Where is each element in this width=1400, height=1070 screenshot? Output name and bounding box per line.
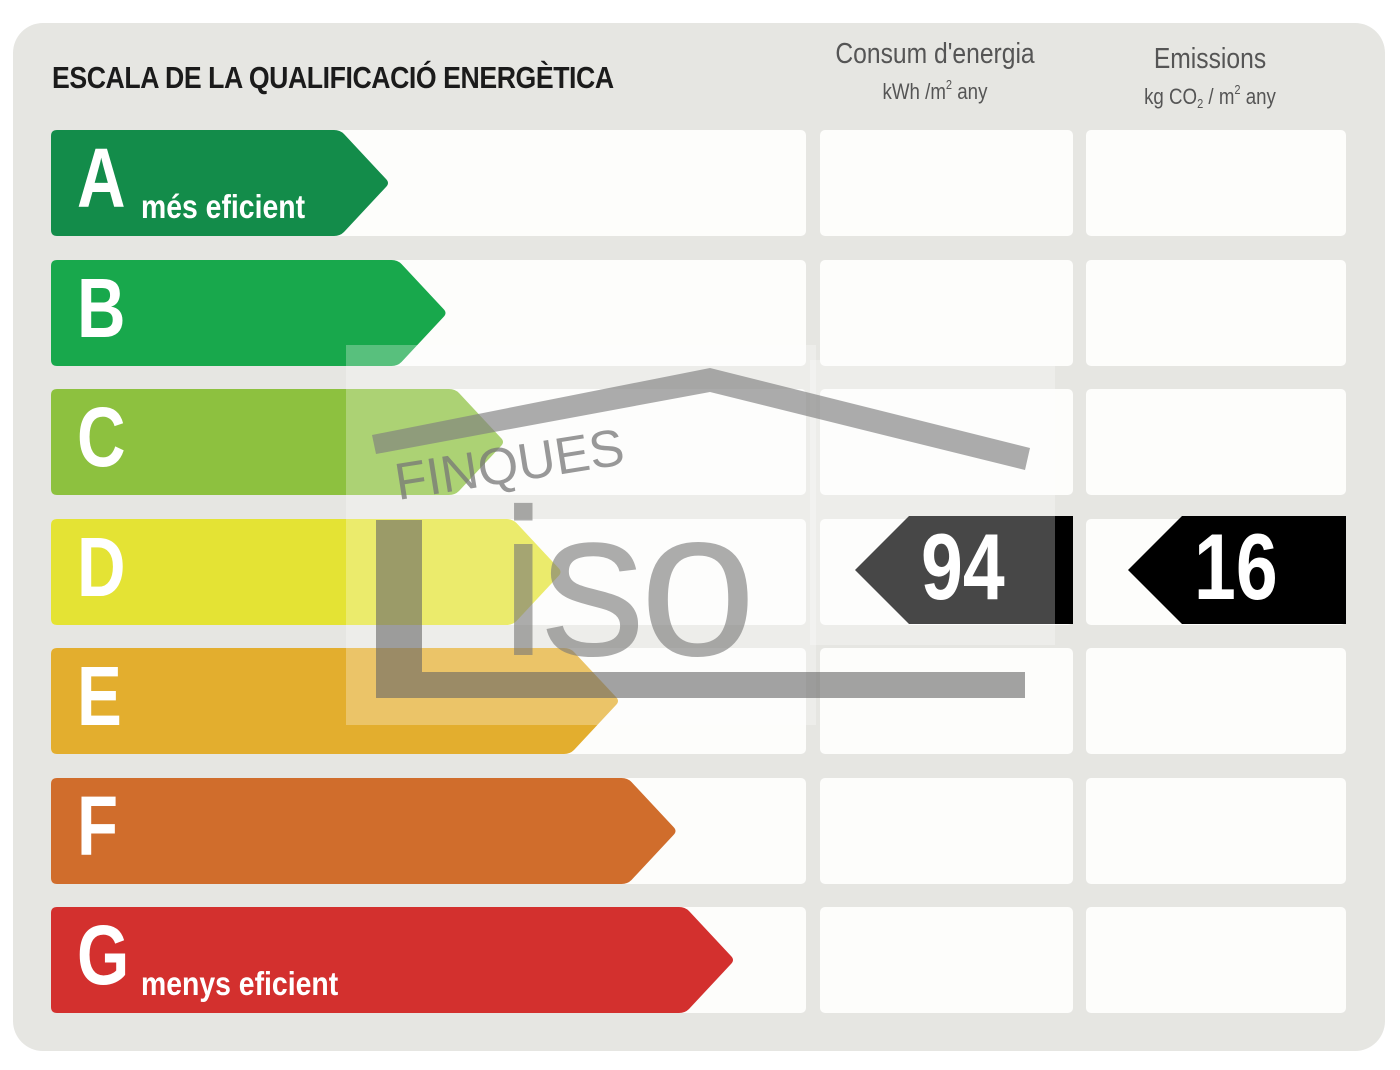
- energy-rating-marker: 94: [855, 516, 1073, 624]
- band-caption: més eficient: [141, 188, 306, 225]
- emissions-column-unit: kg CO2 / m2 any: [1144, 82, 1276, 111]
- emissions-column-header: Emissions kg CO2 / m2 any: [1085, 43, 1335, 111]
- energy-cell: [820, 907, 1073, 1013]
- emissions-rating-arrow: [1128, 516, 1346, 624]
- band-c: C: [51, 389, 507, 495]
- emissions-cell: [1086, 907, 1346, 1013]
- band-arrow-shape: [51, 648, 618, 754]
- energy-cell: [820, 778, 1073, 884]
- emissions-cell: [1086, 648, 1346, 754]
- band-d: D: [51, 519, 565, 625]
- band-b: B: [51, 260, 450, 366]
- energy-column-title: Consum d'energia: [835, 38, 1035, 70]
- band-f: F: [51, 778, 680, 884]
- band-e: E: [51, 648, 622, 754]
- emissions-cell: [1086, 389, 1346, 495]
- band-arrow-shape: [51, 260, 446, 366]
- energy-column-header: Consum d'energia kWh /m2 any: [810, 38, 1060, 105]
- band-letter: F: [77, 779, 119, 873]
- band-letter: E: [77, 649, 122, 743]
- band-arrow-shape: [51, 907, 733, 1013]
- band-letter: D: [77, 520, 126, 614]
- emissions-rating-value: 16: [1194, 514, 1278, 619]
- band-letter: A: [77, 131, 126, 225]
- energy-cell: [820, 130, 1073, 236]
- band-letter: B: [77, 261, 126, 355]
- page-title: ESCALA DE LA QUALIFICACIÓ ENERGÈTICA: [52, 60, 614, 95]
- emissions-cell: [1086, 130, 1346, 236]
- band-caption: menys eficient: [141, 965, 339, 1002]
- band-letter: G: [77, 908, 130, 1002]
- energy-cell: [820, 260, 1073, 366]
- emissions-rating-marker: 16: [1128, 516, 1346, 624]
- emissions-column-title: Emissions: [1153, 43, 1267, 75]
- emissions-cell: [1086, 778, 1346, 884]
- energy-rating-value: 94: [921, 514, 1005, 619]
- energy-column-unit: kWh /m2 any: [882, 77, 988, 104]
- band-arrow-shape: [51, 778, 676, 884]
- energy-cell: [820, 648, 1073, 754]
- emissions-cell: [1086, 260, 1346, 366]
- band-letter: C: [77, 390, 126, 484]
- energy-cell: [820, 389, 1073, 495]
- band-arrow-shape: [51, 130, 388, 236]
- band-arrow-shape: [51, 519, 561, 625]
